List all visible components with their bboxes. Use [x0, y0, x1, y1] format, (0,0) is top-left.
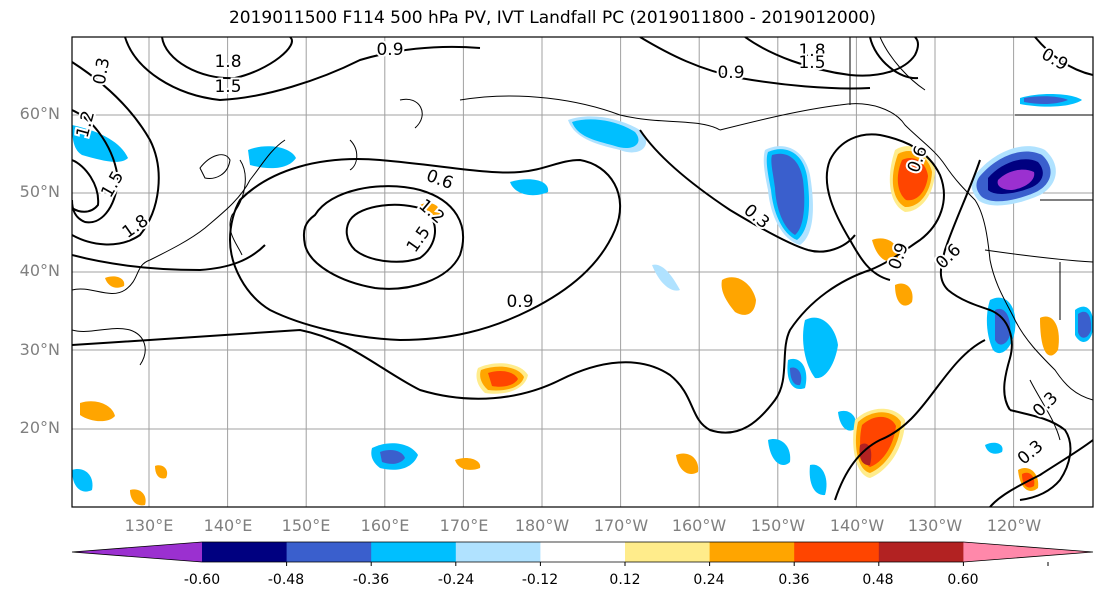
- lon-label: 130°E: [124, 516, 174, 535]
- contour-label: 1.8: [214, 52, 241, 72]
- colorbar-tick-label: -0.60: [183, 572, 221, 588]
- colorbar-extend-min: [72, 542, 202, 562]
- colorbar-segment: [709, 542, 795, 562]
- colorbar-tick-label: 0.36: [778, 572, 810, 588]
- lat-label: 60°N: [19, 104, 60, 123]
- lon-label: 150°W: [750, 516, 806, 535]
- colorbar-tick-label: -0.48: [267, 572, 305, 588]
- colorbar-segment: [794, 542, 880, 562]
- contour-label: 0.9: [506, 292, 533, 312]
- map-panel: 1.81.50.90.61.21.51.81.20.91.50.91.81.5 0…: [72, 37, 1093, 507]
- lon-label: 160°E: [360, 516, 410, 535]
- map-title: 2019011500 F114 500 hPa PV, IVT Landfall…: [228, 8, 876, 28]
- colorbar-tick-label: 0.48: [862, 572, 894, 588]
- blob-gulf-alaska-blue: [763, 146, 813, 245]
- colorbar-segment: [202, 542, 288, 562]
- blob-west-pacific-blue: [72, 94, 1082, 196]
- colorbar-segment: [455, 542, 541, 562]
- coastlines: [72, 37, 1093, 441]
- colorbar-segment: [540, 542, 626, 562]
- lon-label: 130°W: [907, 516, 963, 535]
- colorbar-tick-label: 0.24: [693, 572, 725, 588]
- blob-us-west-coast-blue: [971, 146, 1056, 206]
- colorbar-extend-max: [963, 542, 1093, 562]
- blob-subtropical-blue: [72, 264, 1093, 496]
- contour-label: 0.9: [376, 40, 403, 60]
- lat-label: 50°N: [19, 182, 60, 201]
- colorbar: [71, 541, 1094, 566]
- lon-label: 160°W: [671, 516, 727, 535]
- pv-anomaly-shading: [72, 94, 1093, 506]
- lat-label: 30°N: [19, 340, 60, 359]
- contour-label: 1.5: [798, 53, 825, 73]
- lon-label: 170°E: [439, 516, 489, 535]
- lon-label: 180°W: [514, 516, 570, 535]
- contour-label: 0.9: [717, 63, 744, 83]
- colorbar-tick-label: 0.60: [947, 572, 979, 588]
- contour-label: 1.8: [798, 41, 825, 61]
- colorbar-segment: [878, 542, 964, 562]
- lon-label: 150°E: [281, 516, 331, 535]
- lat-label: 40°N: [19, 261, 60, 280]
- colorbar-segment: [371, 542, 457, 562]
- lon-label: 140°E: [203, 516, 253, 535]
- lon-label: 140°W: [829, 516, 885, 535]
- contour-label: 1.5: [214, 77, 241, 97]
- colorbar-tick-label: -0.12: [521, 572, 559, 588]
- lat-label: 20°N: [19, 418, 60, 437]
- blob-warm-patches: [80, 203, 1059, 506]
- colorbar-tick-label: -0.24: [437, 572, 475, 588]
- map-frame: [71, 36, 1094, 508]
- colorbar-outline: [71, 541, 1094, 563]
- colorbar-segment: [286, 542, 372, 562]
- colorbar-tick-label: 0.12: [609, 572, 641, 588]
- colorbar-segment: [625, 542, 711, 562]
- lon-label: 170°W: [593, 516, 649, 535]
- pv-contours: [72, 37, 1093, 507]
- graticule: [72, 37, 1093, 507]
- colorbar-tick-label: -0.36: [352, 572, 390, 588]
- lon-label: 120°W: [986, 516, 1042, 535]
- blob-alaska-orange: [889, 146, 935, 212]
